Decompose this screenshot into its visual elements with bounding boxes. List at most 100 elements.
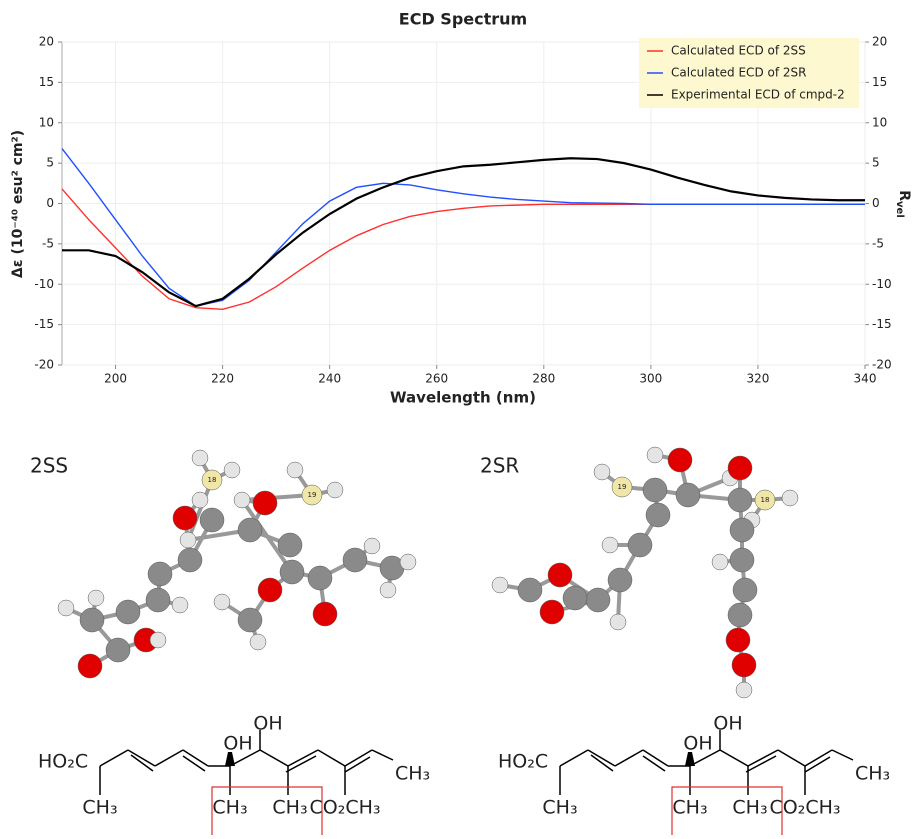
- y-tick-label: 0: [46, 196, 54, 210]
- atom: [258, 578, 282, 602]
- methyl-label: CH₃: [395, 763, 430, 785]
- x-axis-label: Wavelength (nm): [390, 389, 536, 407]
- legend-label: Calculated ECD of 2SR: [671, 66, 806, 80]
- atom: [400, 554, 416, 570]
- bond: [100, 750, 128, 766]
- bond: [242, 495, 312, 500]
- atom: [148, 562, 172, 586]
- atom: [732, 653, 756, 677]
- atom-label: 18: [761, 496, 770, 504]
- y-tick-label: -15: [34, 317, 54, 331]
- atom: [608, 568, 632, 592]
- atom: [676, 483, 700, 507]
- hydroxyl-label: OH: [713, 713, 742, 735]
- atom: [364, 538, 380, 554]
- atom: [628, 533, 652, 557]
- atom: [173, 506, 197, 530]
- x-tick-label: 260: [425, 372, 448, 386]
- bond: [183, 756, 205, 771]
- atom: [728, 456, 752, 480]
- atom: [730, 548, 754, 572]
- atom: [540, 600, 564, 624]
- atom: [172, 597, 188, 613]
- y2-tick-label: 15: [872, 75, 887, 89]
- bond: [615, 750, 643, 766]
- atom: [728, 488, 752, 512]
- y2-tick-label: 5: [872, 156, 880, 170]
- atom: [610, 614, 626, 630]
- y2-axis-label: Rvel: [894, 190, 912, 218]
- chart-title: ECD Spectrum: [399, 10, 527, 29]
- atom: [280, 560, 304, 584]
- x-tick-label: 240: [318, 372, 341, 386]
- structure: HO₂CCH₃OHOHCH₃CH₃CO₂CH₃CH₃: [38, 713, 430, 836]
- y2-tick-label: 20: [872, 35, 887, 49]
- y2-tick-label: 10: [872, 115, 887, 129]
- atom: [234, 492, 250, 508]
- molecule-label: 2SR: [480, 454, 519, 478]
- ester-label: CO₂CH₃: [769, 797, 840, 819]
- y2-tick-label: -10: [872, 277, 892, 291]
- methyl-label: CH₃: [82, 797, 117, 819]
- methyl-label: CH₃: [542, 797, 577, 819]
- atom: [106, 638, 130, 662]
- atom: [88, 590, 104, 606]
- y2-label-main: R: [896, 190, 912, 201]
- y-tick-label: 10: [39, 115, 54, 129]
- atom: [146, 588, 170, 612]
- atom: [327, 482, 343, 498]
- y2-label-sub: vel: [894, 201, 905, 218]
- y-tick-label: -5: [42, 236, 54, 250]
- atom: [192, 450, 208, 466]
- y-tick-label: 20: [39, 35, 54, 49]
- atom: [214, 594, 230, 610]
- atom: [668, 448, 692, 472]
- y-tick-label: -10: [34, 277, 54, 291]
- atom: [712, 554, 728, 570]
- atom: [647, 447, 663, 463]
- bond: [643, 756, 665, 771]
- methyl-label: CH₃: [212, 797, 247, 819]
- atom: [380, 582, 396, 598]
- bond: [260, 750, 288, 766]
- atom: [563, 586, 587, 610]
- x-tick-label: 340: [854, 372, 877, 386]
- atom: [343, 548, 367, 572]
- atom: [548, 563, 572, 587]
- atom: [200, 508, 224, 532]
- atom-label: 18: [208, 476, 217, 484]
- y2-tick-label: -15: [872, 317, 892, 331]
- molecule-model: 1819: [58, 450, 416, 678]
- atom: [733, 578, 757, 602]
- atom: [586, 588, 610, 612]
- hydroxyl-label: OH: [683, 733, 712, 755]
- atom: [782, 490, 798, 506]
- atom: [178, 548, 202, 572]
- bond: [778, 750, 805, 766]
- hydroxyl-label: OH: [223, 733, 252, 755]
- x-tick-label: 320: [746, 372, 769, 386]
- x-tick-label: 220: [211, 372, 234, 386]
- atom: [192, 492, 208, 508]
- atom: [308, 566, 332, 590]
- atom: [492, 577, 508, 593]
- hydroxyl-label: OH: [253, 713, 282, 735]
- y-tick-label: 15: [39, 75, 54, 89]
- acid-label: HO₂C: [498, 751, 548, 773]
- atom: [594, 464, 610, 480]
- atom: [78, 654, 102, 678]
- methyl-label: CH₃: [272, 797, 307, 819]
- atom: [730, 518, 754, 542]
- atom: [238, 518, 262, 542]
- page: ECD Spectrum Wavelength (nm) Δε (10⁻⁴⁰ e…: [0, 0, 920, 835]
- bond: [155, 750, 183, 766]
- bond: [588, 750, 615, 766]
- atom: [180, 532, 196, 548]
- atom: [313, 602, 337, 626]
- methyl-label: CH₃: [732, 797, 767, 819]
- atom: [238, 608, 262, 632]
- atom: [646, 503, 670, 527]
- atom: [602, 537, 618, 553]
- atom: [726, 628, 750, 652]
